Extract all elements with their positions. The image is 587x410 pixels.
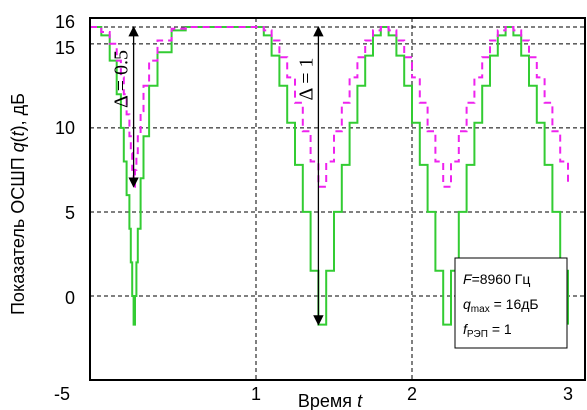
- series-line-2: [90, 26, 569, 188]
- legend: F=8960 Гц qmax = 16дБ fРЭП = 1: [454, 257, 568, 349]
- x-tick-label: 1: [251, 384, 261, 404]
- legend-line-qmax: qmax = 16дБ: [463, 296, 539, 315]
- y-tick-label: 0: [65, 288, 75, 308]
- y-tick-label: 10: [55, 118, 75, 138]
- plot-frame: [89, 17, 586, 381]
- series-line-1: [90, 26, 569, 326]
- annotation-label-2: Δ = 1: [295, 57, 317, 100]
- x-axis-label: Время t: [298, 391, 363, 410]
- x-tick-label: -5: [54, 384, 70, 404]
- y-tick-label: 16: [55, 12, 75, 32]
- legend-line-frep: fРЭП = 1: [463, 321, 512, 340]
- x-tick-label: 3: [563, 384, 573, 404]
- tick-labels: 16 15 10 5 0 -5 1 2 3: [54, 12, 573, 404]
- y-tick-label: 5: [65, 203, 75, 223]
- legend-line-f: F=8960 Гц: [463, 271, 530, 287]
- legend-box: [454, 257, 568, 349]
- x-tick-label: 2: [407, 384, 417, 404]
- y-axis-label: Показатель ОСШП q(t), дБ: [8, 93, 28, 315]
- annotation-label-1: Δ = 0.5: [111, 50, 133, 108]
- annotations: Δ = 0.5 Δ = 1: [111, 25, 324, 326]
- y-tick-label: 15: [55, 38, 75, 58]
